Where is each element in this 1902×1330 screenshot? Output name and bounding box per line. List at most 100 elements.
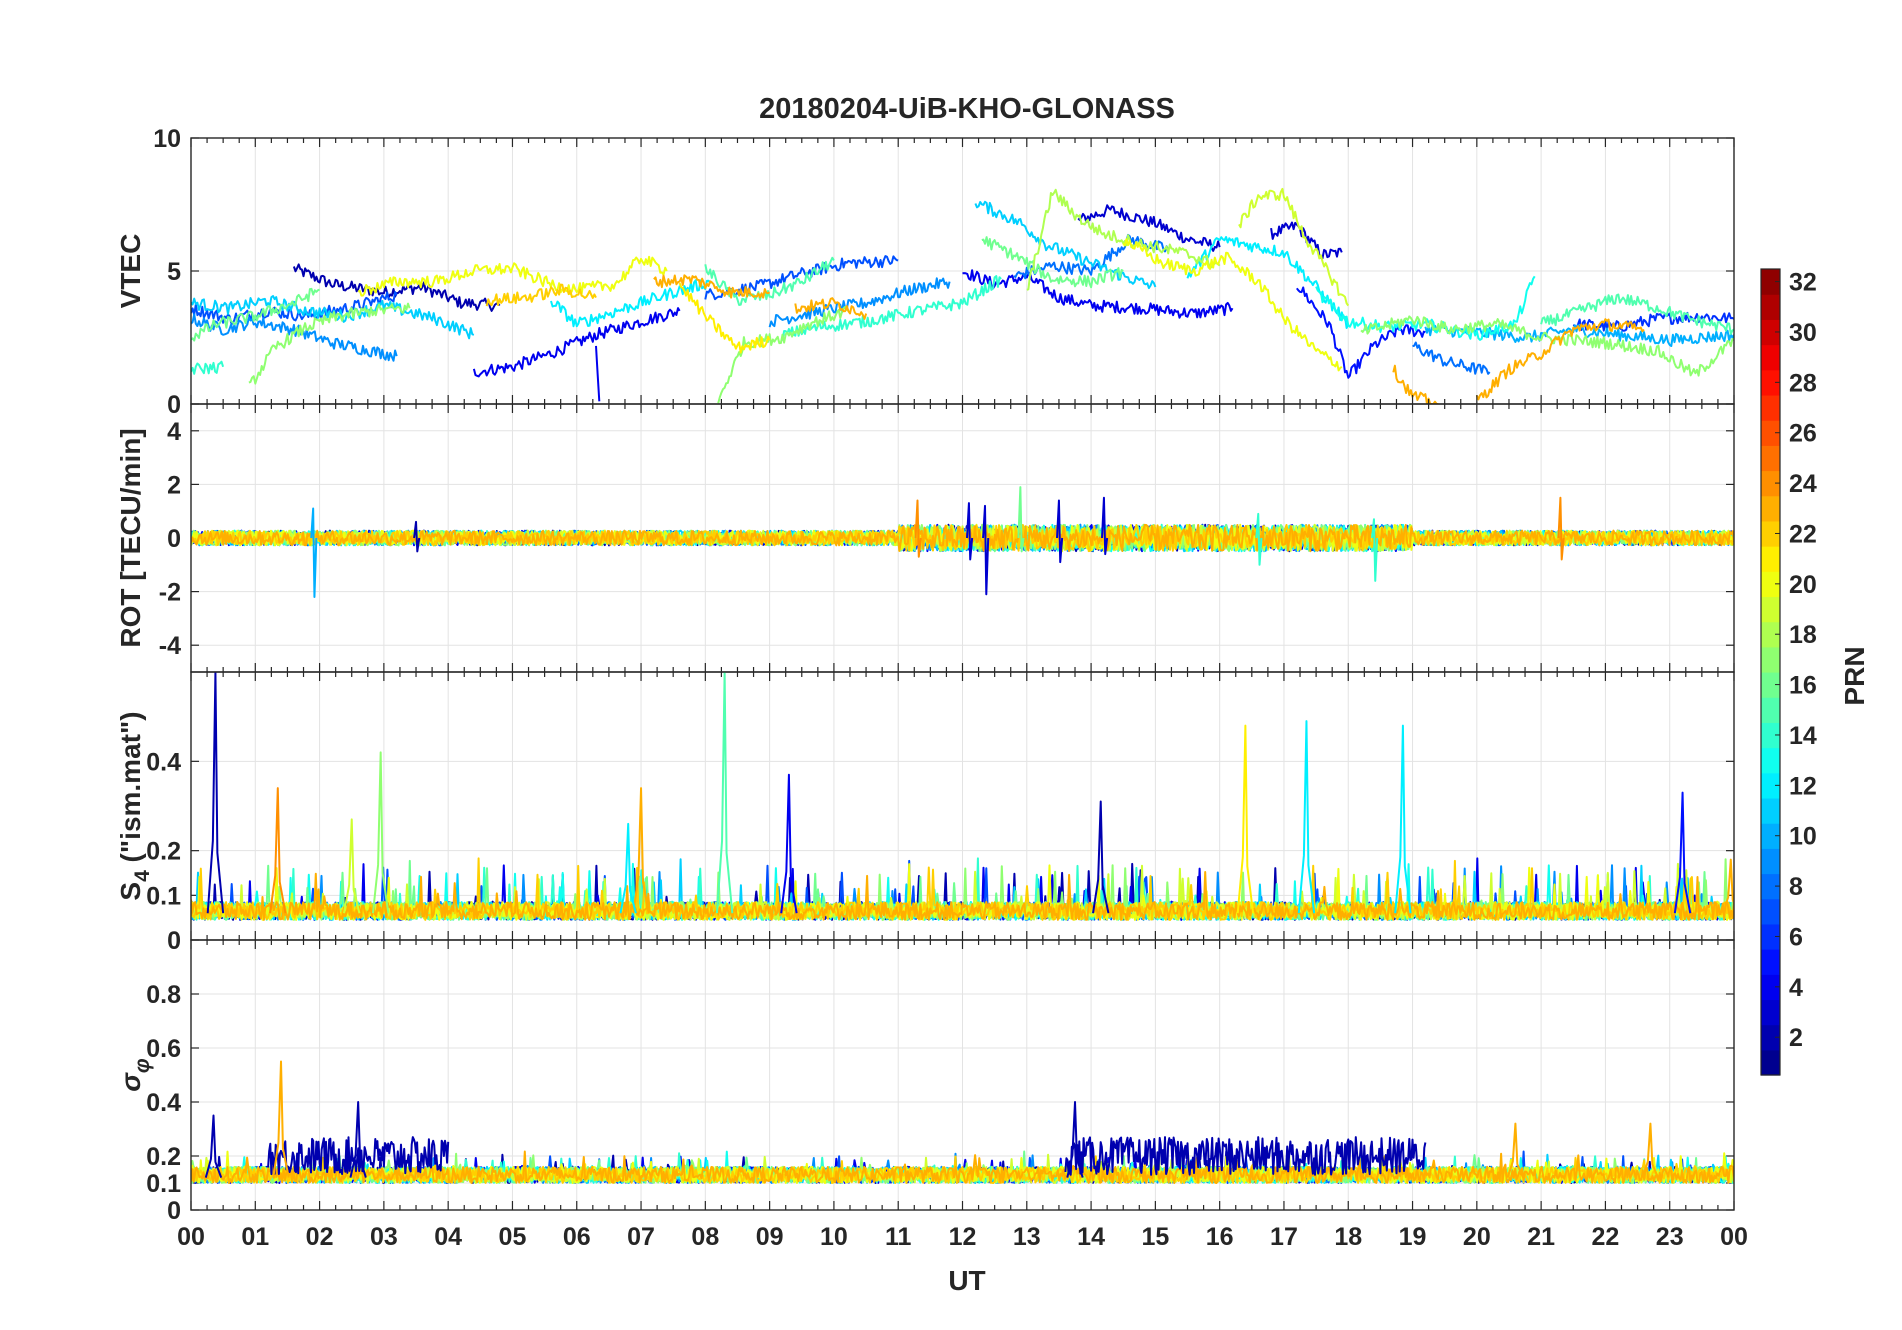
colorbar-bin (1761, 672, 1780, 698)
x-tick-label: 02 (306, 1223, 334, 1251)
colorbar-tick-label: 8 (1789, 873, 1803, 901)
y-tick-label: 10 (153, 125, 181, 153)
vtec-trace-prn-4 (472, 307, 681, 378)
colorbar-bin (1761, 495, 1780, 522)
y-tick-label: 0.2 (146, 1143, 181, 1171)
sigma-spike-prn-2 (204, 1114, 223, 1178)
y-tick-label: 0 (167, 525, 181, 553)
s4-spike-prn-2 (206, 672, 225, 914)
vtec-trace-prn-16 (981, 236, 1124, 289)
colorbar-bin (1761, 848, 1780, 875)
colorbar-bin (1761, 294, 1780, 320)
colorbar-tick-label: 16 (1789, 672, 1817, 700)
colorbar-bin (1761, 1049, 1780, 1076)
s4-trace-prn-22 (191, 857, 1734, 921)
vtec-trace-prn-20 (1122, 238, 1343, 372)
colorbar-bin (1761, 571, 1780, 598)
rot-trace-prn-23 (191, 523, 1734, 553)
colorbar-bin (1761, 797, 1780, 824)
y-axis-label-sigma: σφ (115, 1058, 154, 1092)
colorbar-tick-label: 4 (1789, 974, 1803, 1002)
vtec-trace-prn-4 (595, 345, 601, 402)
rot-spike-prn-10 (310, 507, 318, 598)
panel-vtec: 0 5 10 VTEC (115, 125, 1735, 419)
colorbar-bin (1761, 520, 1780, 547)
colorbar-bin (1761, 1024, 1780, 1051)
s4-trace-prn-23 (191, 871, 1734, 921)
colorbar-bin (1761, 646, 1780, 673)
s4-spike-prn-4 (780, 773, 798, 914)
rot-spike-prn-24 (1557, 496, 1565, 561)
x-tick-label: 06 (563, 1223, 591, 1251)
colorbar-bin (1761, 445, 1780, 472)
s4-spike-prn-5 (1673, 791, 1692, 914)
panel-s4: 0 0.1 0.2 0.4S4 ("ism.mat") (115, 671, 1735, 955)
colorbar-label: PRN (1839, 646, 1870, 705)
y-tick-label: 0.1 (146, 882, 181, 910)
vtec-trace-prn-17 (248, 302, 411, 385)
y-tick-label: 0 (167, 927, 181, 955)
vtec-trace-prn-6 (1572, 311, 1734, 332)
traces-sigma (191, 1060, 1734, 1184)
s4-spike-prn-2 (1092, 800, 1110, 914)
colorbar-tick-label: 24 (1789, 470, 1817, 498)
y-axis-label-rot: ROT [TECU/min] (115, 428, 146, 647)
vtec-trace-prn-16 (191, 287, 320, 342)
rot-spike-prn-3 (966, 502, 974, 561)
colorbar-bin (1761, 546, 1780, 572)
sigma-band-prn-2 (1064, 1136, 1427, 1176)
vtec-trace-prn-23 (1392, 364, 1439, 404)
vtec-trace-prn-15 (1540, 293, 1734, 335)
x-tick-label: 21 (1527, 1223, 1555, 1251)
x-tick-label: 00 (1720, 1223, 1748, 1251)
y-tick-label: 0.2 (146, 838, 181, 866)
x-tick-label: 18 (1334, 1223, 1362, 1251)
vtec-trace-prn-18 (1026, 188, 1221, 291)
x-tick-label: 22 (1592, 1223, 1620, 1251)
colorbar-bin (1761, 747, 1780, 774)
x-tick-label: 20 (1463, 1223, 1491, 1251)
colorbar-tick-label: 12 (1789, 772, 1817, 800)
colorbar-tick-label: 14 (1789, 722, 1817, 750)
x-tick-label: 03 (370, 1223, 398, 1251)
x-tick-label: 14 (1077, 1223, 1105, 1251)
x-tick-label: 05 (499, 1223, 527, 1251)
vtec-trace-prn-13 (1315, 275, 1536, 341)
rot-spike-prn-2 (413, 520, 421, 553)
colorbar-bin (1761, 269, 1780, 295)
colorbar-bin (1761, 898, 1780, 925)
vtec-trace-prn-20 (357, 255, 668, 297)
colorbar-tick-label: 6 (1789, 923, 1803, 951)
colorbar-tick-label: 22 (1789, 520, 1817, 548)
rot-spike-prn-16 (1017, 486, 1025, 553)
sigma-trace-prn-23 (191, 1150, 1734, 1184)
x-tick-label: 15 (1141, 1223, 1169, 1251)
colorbar-tick-label: 20 (1789, 571, 1817, 599)
colorbar-bin (1761, 319, 1780, 346)
x-tick-label: 23 (1656, 1223, 1684, 1251)
colorbar-tick-label: 30 (1789, 319, 1817, 347)
colorbar-bin (1761, 923, 1780, 950)
s4-spike-prn-15 (715, 672, 734, 914)
x-tick-label: 07 (627, 1223, 655, 1251)
vtec-trace-prn-5 (1296, 286, 1426, 379)
rot-spike-prn-3 (1056, 499, 1064, 564)
colorbar-bin (1761, 873, 1780, 900)
y-tick-label: 0 (167, 1197, 181, 1225)
colorbar-bin (1761, 823, 1780, 849)
colorbar-bin (1761, 772, 1780, 799)
colorbar-tick-label: 18 (1789, 621, 1817, 649)
s4-spike-prn-12 (619, 822, 637, 914)
x-tick-label: 00 (177, 1223, 205, 1251)
colorbar-bin (1761, 949, 1780, 975)
y-tick-label: 5 (167, 258, 181, 286)
x-tick-label: 17 (1270, 1223, 1298, 1251)
sigma-spike-prn-2 (349, 1101, 367, 1178)
s4-spike-prn-12 (1297, 720, 1316, 914)
s4-spike-prn-12 (1394, 724, 1412, 914)
panel-rot: -4 -2 0 2 4 ROT [TECU/min] (115, 403, 1735, 673)
x-tick-label: 16 (1206, 1223, 1234, 1251)
y-tick-label: 4 (167, 418, 181, 446)
